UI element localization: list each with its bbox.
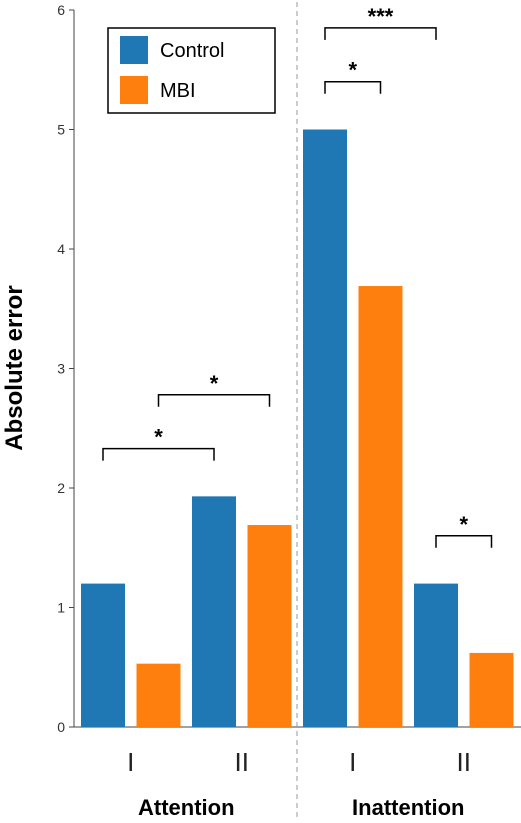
y-tick-label: 2 [57, 480, 65, 496]
group-label: Inattention [352, 795, 464, 820]
y-tick-label: 6 [57, 2, 65, 18]
y-tick-label: 4 [57, 241, 65, 257]
category-label: II [235, 747, 249, 777]
group-label: Attention [138, 795, 235, 820]
legend-swatch-control [120, 36, 148, 64]
significance-bracket [435, 535, 493, 548]
significance-bracket [157, 394, 271, 407]
legend-swatch-mbi [120, 76, 148, 104]
significance-bracket [324, 27, 437, 40]
significance-bracket [324, 80, 382, 94]
bar-mbi-2 [358, 286, 403, 727]
bar-control-0 [81, 583, 125, 727]
bar-mbi-3 [469, 652, 514, 727]
y-tick-label: 1 [57, 600, 65, 616]
significance-marker: * [154, 425, 163, 450]
significance-marker: * [348, 58, 357, 83]
y-tick-label: 0 [57, 719, 65, 735]
category-label: I [349, 747, 356, 777]
significance-marker: *** [368, 4, 394, 29]
legend: Control MBI [107, 27, 276, 114]
y-tick-label: 3 [57, 361, 65, 377]
significance-bracket [102, 447, 215, 461]
y-axis-title: Absolute error [1, 285, 28, 450]
category-label: I [127, 747, 134, 777]
bar-control-2 [303, 129, 347, 727]
bars [81, 129, 514, 727]
bar-mbi-0 [136, 663, 181, 727]
y-tick-label: 5 [57, 122, 65, 138]
bar-mbi-1 [247, 525, 292, 727]
legend-label-mbi: MBI [160, 80, 196, 102]
significance-marker: * [210, 371, 219, 396]
significance-brackets: ********** [102, 4, 493, 548]
bar-control-1 [192, 496, 236, 727]
legend-label-control: Control [160, 40, 224, 62]
category-label: II [457, 747, 471, 777]
y-axis-ticks: 0 1 2 3 4 5 6 [57, 2, 74, 735]
significance-marker: * [459, 512, 468, 537]
bar-control-3 [414, 583, 458, 727]
